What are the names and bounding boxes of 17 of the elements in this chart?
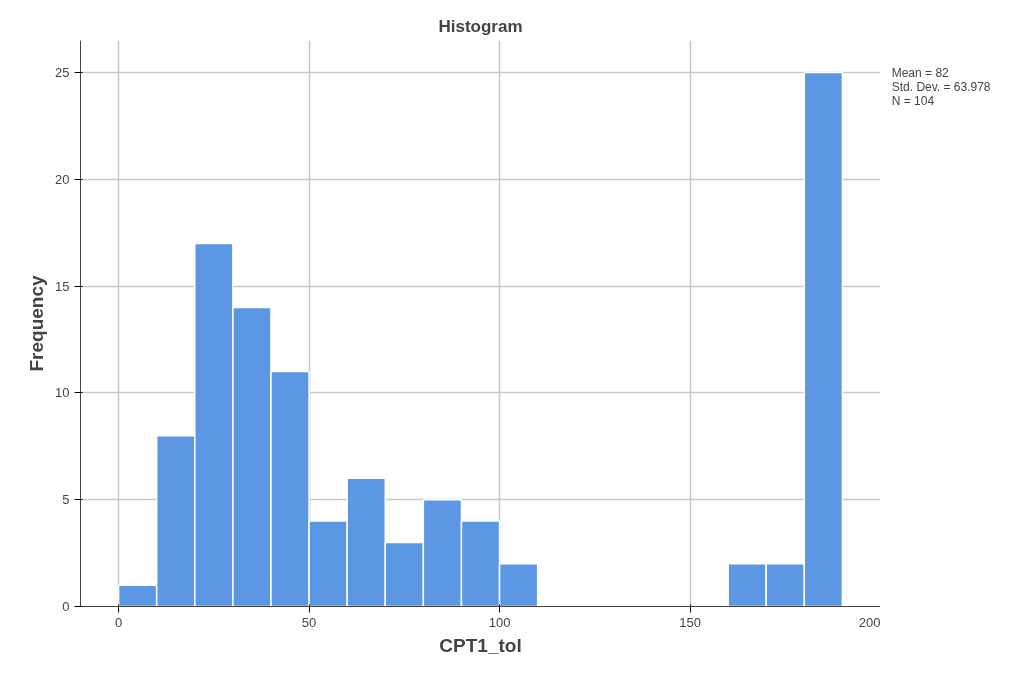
y-tick-label: 15	[55, 278, 70, 294]
x-tick-label: 200	[858, 614, 881, 630]
y-tick-label: 25	[55, 65, 70, 81]
x-tick-label: 100	[488, 614, 511, 630]
y-tick-label: 10	[55, 385, 70, 401]
x-tick-label: 150	[679, 614, 701, 630]
y-tick-label: 5	[62, 492, 70, 508]
x-tick-label: 0	[114, 614, 123, 630]
text: N = 104	[891, 93, 935, 108]
y-tick-label: 0	[62, 599, 70, 614]
x-tick-label: 50	[301, 614, 317, 630]
y-tick-label: 20	[55, 171, 70, 187]
chart-title: Histogram	[438, 16, 523, 36]
y-axis-title: Frequency	[26, 275, 48, 372]
text: Mean = 82	[891, 65, 950, 80]
x-axis-title: CPT1_tol	[439, 634, 522, 656]
text: Std. Dev. = 63.978	[891, 79, 991, 94]
